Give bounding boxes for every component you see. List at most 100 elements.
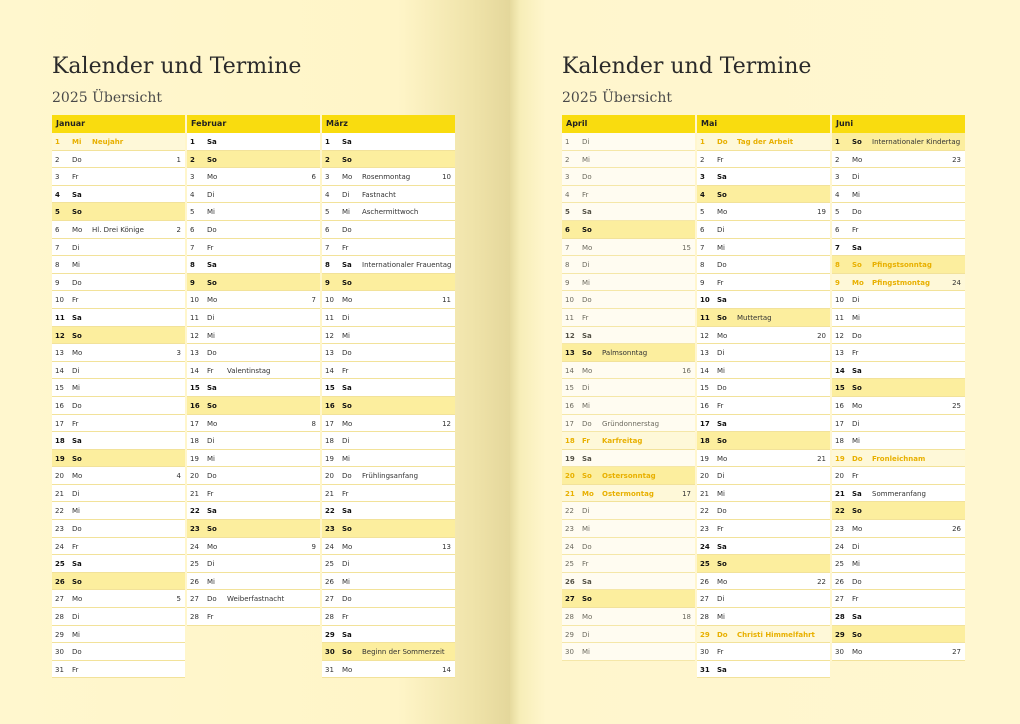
weekday-abbr: Mo [852,525,863,534]
weekday-abbr: Di [342,190,350,199]
month-header: Mai [697,115,830,133]
weekday-abbr: So [582,595,592,604]
day-number: 26 [325,577,334,586]
day-row: 24 Sa [697,537,830,556]
day-number: 1 [55,138,60,146]
day-row: 21 Di [52,484,185,503]
day-number: 28 [700,613,709,622]
day-number: 3 [325,173,330,182]
day-row: 26 Sa [562,572,695,591]
week-number: 4 [176,472,181,481]
day-number: 29 [835,630,845,639]
day-number: 8 [835,261,840,270]
month-column: März 1 Sa 2 So 3 Mo Rosenmontag 10 4 Di Fastnacht 5 M… [322,115,455,679]
weekday-abbr: Mo [207,296,218,305]
day-row: 9 Mo Pfingstmontag 24 [832,273,965,292]
page-subtitle: 2025 Übersicht [52,90,162,106]
day-row: 24 Do [562,537,695,556]
day-number: 3 [190,173,195,182]
day-number: 30 [835,648,844,657]
month-column: Januar 1 Mi Neujahr 2 Do 1 3 Fr 4 Sa 5 So 6 Mo Hl. Drei… [52,115,185,679]
week-number: 23 [952,155,961,164]
day-row: 18 So [697,432,830,450]
day-number: 30 [325,648,335,657]
day-number: 15 [190,384,200,393]
weekday-abbr: So [582,349,592,358]
weekday-abbr: So [72,577,82,586]
day-row: 7 Fr [187,238,320,257]
day-row: 24 Mo 13 [322,537,455,556]
month-column: Juni 1 So Internationaler Kindertag 2 Mo 23 3 Di… [832,115,965,678]
day-row: 4 Sa [52,185,185,204]
day-row: 16 Mi [562,396,695,415]
day-number: 30 [700,648,709,657]
day-number: 4 [325,190,330,199]
day-row: 16 So [322,396,455,415]
day-number: 24 [55,542,64,551]
day-row: 29 Sa [322,625,455,644]
day-number: 29 [325,630,335,639]
weekday-abbr: Mo [342,665,353,674]
day-number: 25 [55,560,65,569]
weekday-abbr: Do [582,173,592,182]
day-number: 11 [700,313,710,322]
day-row: 11 Di [322,308,455,327]
calendar-grid: Januar 1 Mi Neujahr 2 Do 1 3 Fr 4 Sa 5 So 6 Mo Hl. Drei… [52,115,455,679]
day-number: 13 [55,349,64,358]
day-number: 20 [55,472,64,481]
weekday-abbr: Sa [582,331,592,340]
weekday-abbr: Di [717,472,725,481]
weekday-abbr: Sa [852,489,862,498]
weekday-abbr: Fr [207,243,214,252]
month-header: Juni [832,115,965,133]
day-number: 20 [835,472,844,481]
day-row: 31 Fr [52,660,185,679]
day-number: 23 [55,525,64,534]
weekday-abbr: Mo [72,472,83,481]
day-number: 7 [700,243,705,252]
day-number: 25 [835,560,844,569]
weekday-abbr: Di [342,437,350,446]
day-row: 6 Do [322,220,455,239]
weekday-abbr: Mi [582,648,590,657]
day-number: 7 [565,243,570,252]
weekday-abbr: So [852,630,862,639]
weekday-abbr: Do [72,278,82,287]
day-row: 23 So [322,520,455,538]
week-number: 12 [442,419,451,428]
weekday-abbr: Do [72,401,82,410]
day-number: 29 [565,630,574,639]
day-row: 6 Di [697,220,830,239]
day-number: 17 [190,419,199,428]
day-row: 14 Mo 16 [562,361,695,380]
day-number: 16 [565,401,574,410]
weekday-abbr: Sa [342,138,352,146]
day-number: 31 [325,665,334,674]
week-number: 24 [952,278,961,287]
day-row: 21 Sa Sommeranfang [832,484,965,503]
empty-row [187,626,320,644]
day-row: 8 Sa Internationaler Frauentag [322,256,455,274]
day-row: 8 Do [697,256,830,274]
weekday-abbr: Di [342,560,350,569]
day-row: 18 Fr Karfreitag [562,432,695,450]
day-number: 27 [835,595,844,604]
week-number: 15 [682,243,691,252]
weekday-abbr: Sa [72,560,82,569]
weekday-abbr: Sa [852,243,862,252]
event-label: Gründonnerstag [602,419,660,428]
day-row: 10 Sa [697,291,830,309]
day-row: 28 Di [52,608,185,626]
day-row: 29 Mi [52,625,185,644]
day-number: 14 [55,366,64,375]
weekday-abbr: So [207,401,217,410]
week-number: 5 [176,595,181,604]
weekday-abbr: Mi [717,489,725,498]
page-title: Kalender und Termine [52,54,302,79]
weekday-abbr: Di [342,313,350,322]
day-number: 1 [190,138,195,146]
weekday-abbr: Do [342,225,352,234]
day-row: 15 Di [562,379,695,397]
day-number: 29 [55,630,64,639]
day-row: 14 Mi [697,361,830,380]
